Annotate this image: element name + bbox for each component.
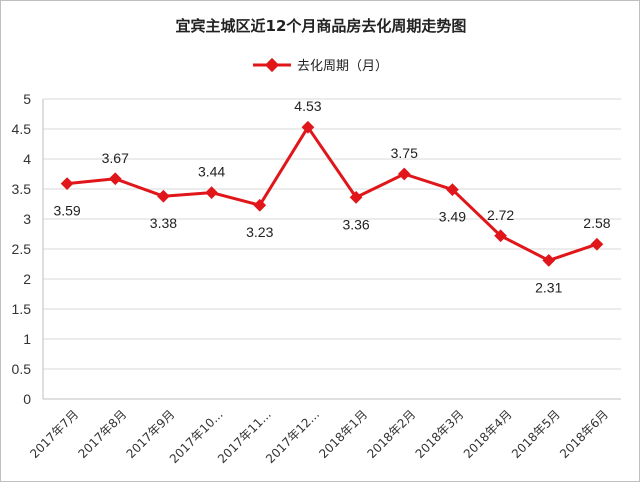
y-tick-label: 2 xyxy=(23,271,31,287)
data-point xyxy=(446,183,459,196)
data-label: 3.23 xyxy=(246,224,273,240)
y-tick-label: 0 xyxy=(23,391,31,407)
x-tick-label: 2018年3月 xyxy=(413,407,467,461)
data-point xyxy=(157,189,170,203)
data-point xyxy=(253,198,267,212)
data-label: 4.53 xyxy=(294,98,321,114)
legend: 去化周期（月） xyxy=(253,57,388,74)
data-labels: 3.59 3.67 3.38 3.44 3.23 4.53 3.36 3.75 3.49 2.72… xyxy=(53,98,610,295)
data-label: 3.36 xyxy=(342,216,369,232)
x-tick-label: 2018年6月 xyxy=(557,407,611,461)
y-axis-ticks: 0 0.5 1 1.5 2 2.5 3 3.5 4 4.5 5 xyxy=(12,91,32,407)
data-label: 3.44 xyxy=(198,164,225,180)
y-tick-label: 4.5 xyxy=(12,121,32,137)
data-point xyxy=(301,120,315,134)
data-label: 2.58 xyxy=(583,215,610,231)
y-tick-label: 1.5 xyxy=(12,301,32,317)
y-tick-label: 4 xyxy=(23,151,31,167)
data-point xyxy=(397,167,411,181)
series-line xyxy=(66,125,598,262)
data-point xyxy=(60,177,74,190)
gridlines xyxy=(42,98,621,400)
x-axis-ticks: 2017年7月2017年8月2017年9月2017年10...2017年11..… xyxy=(27,407,611,466)
y-tick-label: 1 xyxy=(23,331,31,347)
data-label: 3.75 xyxy=(391,145,418,161)
x-tick-label: 2017年8月 xyxy=(75,407,129,461)
data-point xyxy=(494,229,507,243)
y-tick-label: 2.5 xyxy=(12,241,32,257)
x-tick-label: 2018年1月 xyxy=(316,407,370,461)
x-tick-label: 2018年5月 xyxy=(509,407,563,461)
data-label: 3.59 xyxy=(53,203,80,219)
legend-marker xyxy=(264,57,280,73)
data-point xyxy=(542,254,556,267)
y-tick-label: 3 xyxy=(23,211,31,227)
data-label: 3.49 xyxy=(439,209,466,225)
x-tick-label: 2018年4月 xyxy=(461,407,515,461)
legend-label: 去化周期（月） xyxy=(297,59,388,74)
data-label: 2.31 xyxy=(535,279,562,295)
data-label: 2.72 xyxy=(487,207,514,223)
data-label: 3.67 xyxy=(102,150,129,166)
data-point xyxy=(205,186,218,199)
y-tick-label: 0.5 xyxy=(12,361,32,377)
y-tick-label: 3.5 xyxy=(12,181,32,197)
series-line-group xyxy=(60,120,604,267)
data-point xyxy=(349,191,363,204)
data-label: 3.38 xyxy=(150,215,177,231)
x-tick-label: 2017年7月 xyxy=(27,407,81,461)
x-tick-label: 2018年2月 xyxy=(364,407,418,461)
data-point xyxy=(108,172,122,186)
y-tick-label: 5 xyxy=(23,91,31,107)
chart-title: 宜宾主城区近12个月商品房去化周期走势图 xyxy=(176,17,467,35)
